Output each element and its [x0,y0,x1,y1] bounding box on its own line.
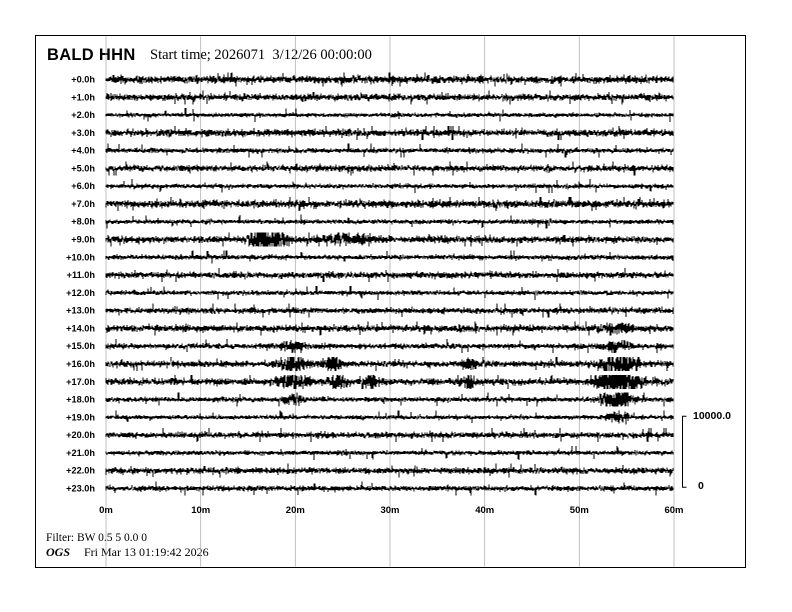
svg-text:+16.0h: +16.0h [66,359,95,369]
svg-text:60m: 60m [664,505,683,516]
svg-text:+6.0h: +6.0h [71,181,95,191]
svg-text:+4.0h: +4.0h [71,146,95,156]
svg-text:+9.0h: +9.0h [71,235,95,245]
svg-text:+8.0h: +8.0h [71,217,95,227]
svg-text:+13.0h: +13.0h [66,306,95,316]
svg-text:+21.0h: +21.0h [66,448,95,458]
svg-text:+14.0h: +14.0h [66,323,95,333]
svg-text:20m: 20m [286,505,305,516]
svg-text:+0.0h: +0.0h [71,75,95,85]
svg-text:+23.0h: +23.0h [66,483,95,493]
svg-text:+22.0h: +22.0h [66,466,95,476]
svg-text:50m: 50m [570,505,589,516]
svg-text:+7.0h: +7.0h [71,199,95,209]
svg-text:+2.0h: +2.0h [71,110,95,120]
svg-text:+1.0h: +1.0h [71,92,95,102]
svg-text:40m: 40m [475,505,494,516]
svg-text:10m: 10m [191,505,210,516]
svg-text:+3.0h: +3.0h [71,128,95,138]
svg-text:+11.0h: +11.0h [67,270,96,280]
svg-text:+15.0h: +15.0h [66,341,95,351]
svg-text:+10.0h: +10.0h [66,252,95,262]
svg-text:+5.0h: +5.0h [71,163,95,173]
svg-text:+12.0h: +12.0h [66,288,95,298]
svg-text:+18.0h: +18.0h [66,395,95,405]
svg-text:+20.0h: +20.0h [66,430,95,440]
svg-text:0m: 0m [99,505,113,516]
svg-text:+19.0h: +19.0h [66,412,95,422]
svg-text:30m: 30m [380,505,399,516]
svg-text:+17.0h: +17.0h [66,377,95,387]
